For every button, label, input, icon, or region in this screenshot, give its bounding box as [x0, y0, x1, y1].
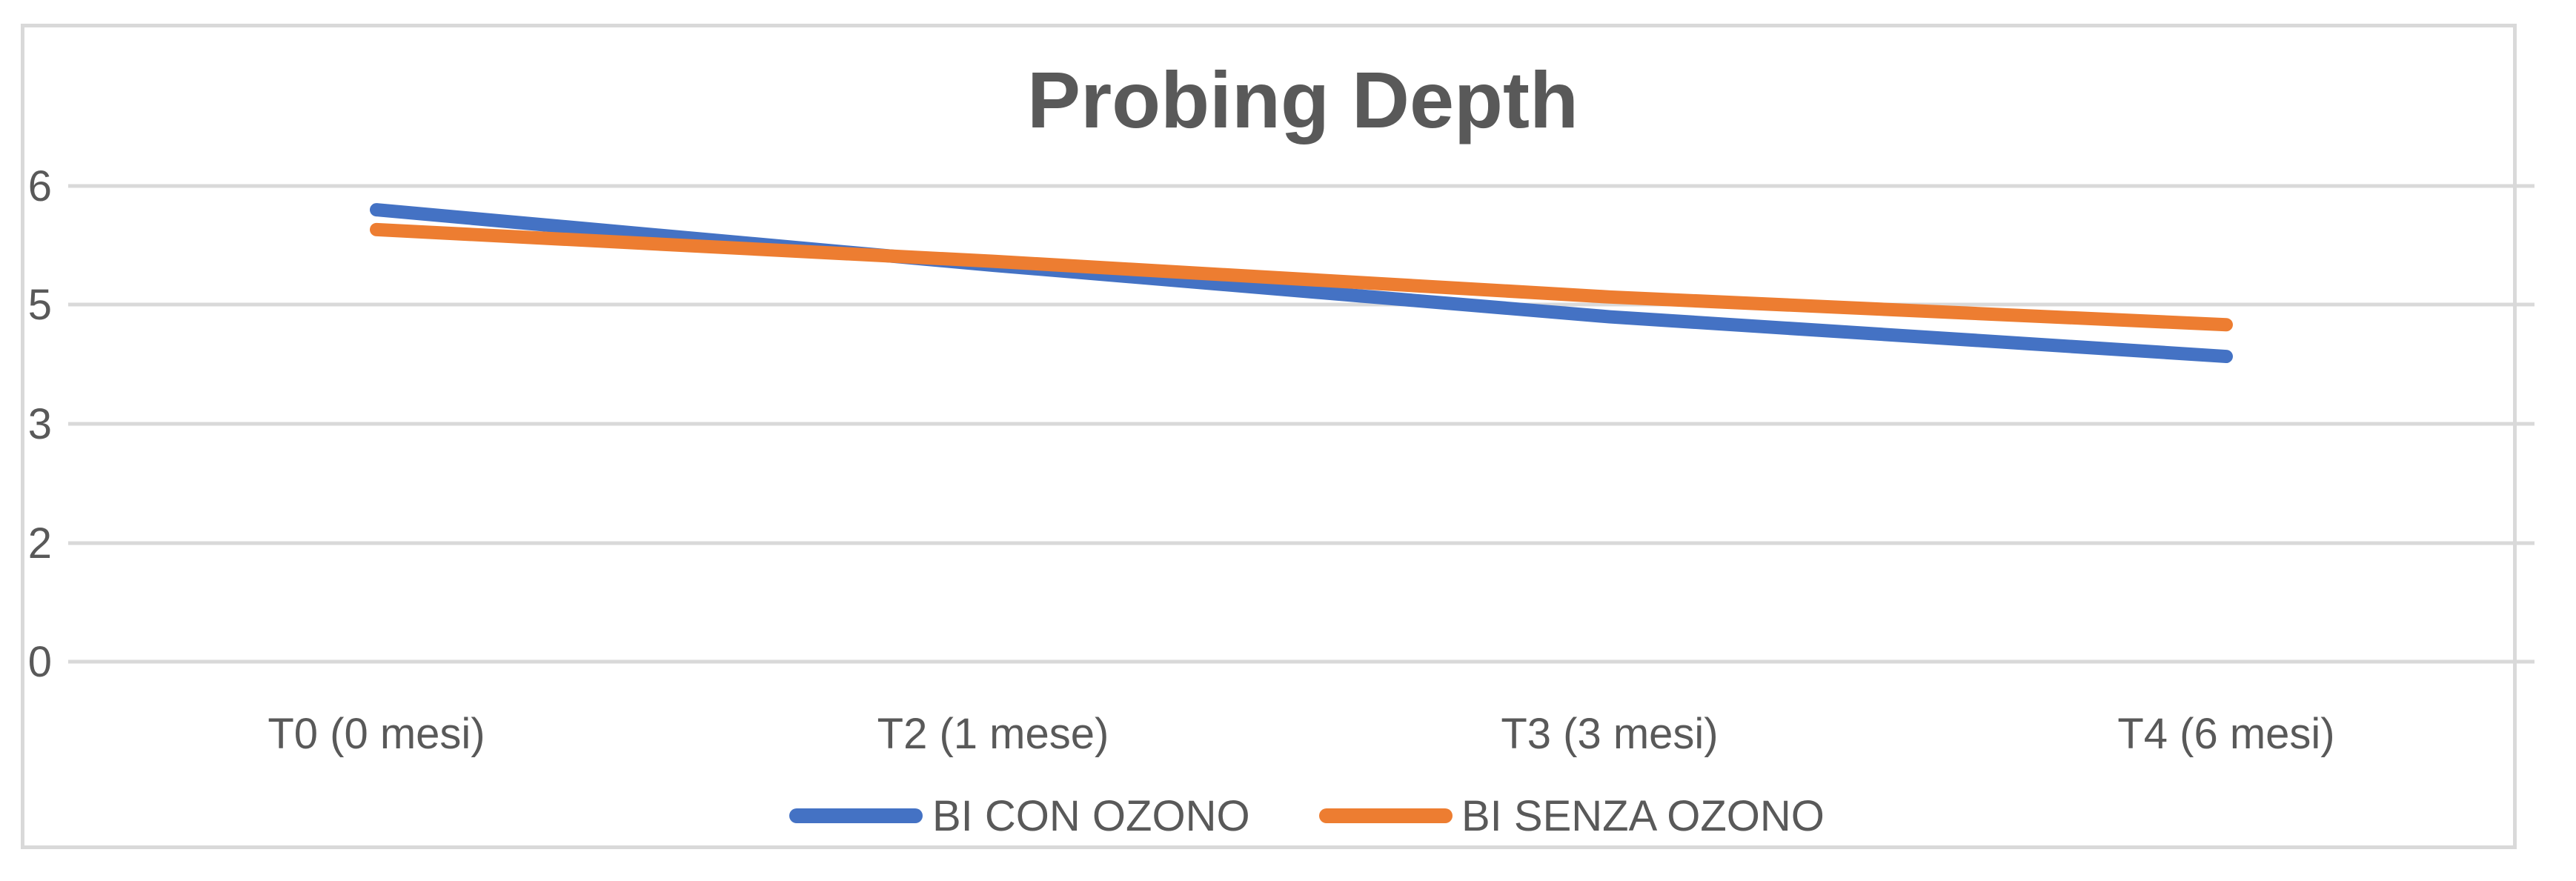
- y-tick-label: 0: [28, 638, 52, 686]
- legend-label-bi-con-ozono: BI CON OZONO: [932, 792, 1250, 840]
- x-axis-ticks: T0 (0 mesi) T2 (1 mese) T3 (3 mesi) T4 (6 m…: [268, 710, 2334, 758]
- x-tick-label: T0 (0 mesi): [268, 710, 485, 758]
- gridlines: [68, 184, 2534, 664]
- x-tick-label: T4 (6 mesi): [2117, 710, 2334, 758]
- legend: BI CON OZONO BI SENZA OZONO: [789, 792, 1825, 840]
- y-axis-ticks: 0 2 3 5 6: [28, 162, 52, 686]
- legend-label-bi-senza-ozono: BI SENZA OZONO: [1461, 792, 1825, 840]
- y-tick-label: 3: [28, 400, 52, 448]
- chart-title: Probing Depth: [1027, 55, 1579, 144]
- chart-frame: [21, 24, 2517, 849]
- x-tick-label: T2 (1 mese): [877, 710, 1109, 758]
- series-lines: [370, 203, 2233, 364]
- y-tick-label: 6: [28, 162, 52, 210]
- x-tick-label: T3 (3 mesi): [1501, 710, 1718, 758]
- y-tick-label: 2: [28, 519, 52, 568]
- series-line-bi-senza-ozono: [370, 222, 2233, 332]
- y-tick-label: 5: [28, 281, 52, 329]
- series-line-bi-con-ozono: [370, 203, 2233, 364]
